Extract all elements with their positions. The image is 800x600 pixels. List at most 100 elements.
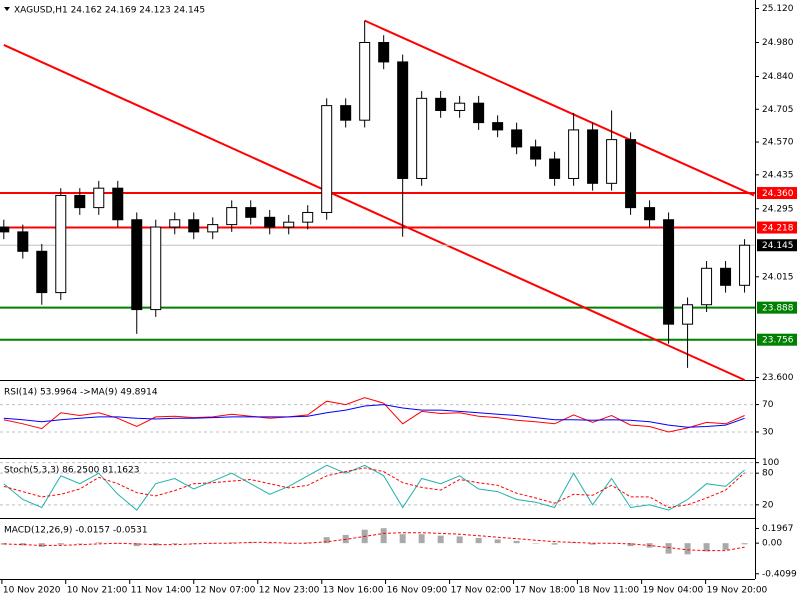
y-tick-label: 70	[762, 400, 774, 410]
panel-title: XAGUSD,H1 24.162 24.169 24.123 24.145	[14, 6, 205, 16]
x-tick-label: 17 Nov 02:00	[451, 586, 512, 596]
candle-body	[473, 102, 485, 124]
macd-bar	[456, 536, 463, 544]
candle-body	[55, 194, 67, 294]
macd-bar	[19, 543, 26, 546]
macd-bar	[741, 543, 748, 545]
macd-bar	[304, 542, 311, 544]
macd-bar	[228, 542, 235, 544]
panel-title: Stoch(5,3,3) 86.2500 81.1623	[4, 466, 139, 476]
level-label: 23.888	[762, 304, 794, 314]
x-tick-label: 18 Nov 11:00	[578, 586, 639, 596]
y-tick-label: 100	[762, 458, 779, 468]
frame	[0, 0, 756, 580]
level-label-box	[757, 221, 797, 234]
candle-body	[188, 219, 200, 233]
candle-body	[36, 250, 48, 294]
x-tick-label: 19 Nov 20:00	[707, 586, 768, 596]
x-tick-label: 12 Nov 23:00	[259, 586, 320, 596]
candle-body	[587, 129, 599, 184]
macd-bar	[722, 543, 729, 550]
candle-body	[264, 216, 276, 228]
candle-body	[359, 41, 371, 121]
candle-body	[454, 102, 466, 111]
candle-body	[226, 207, 238, 226]
y-tick-label: 30	[762, 427, 774, 437]
x-tick-label: 13 Nov 16:00	[323, 586, 384, 596]
last-price-box	[757, 239, 797, 252]
y-tick-label: 24.705	[762, 105, 794, 115]
macd-bar	[475, 537, 482, 544]
symbol-menu-arrow[interactable]	[4, 7, 10, 11]
panel-title: RSI(14) 53.9964 ->MA(9) 49.8914	[4, 388, 158, 398]
indicator-line	[3, 532, 745, 552]
candle-body	[416, 97, 428, 179]
x-tick-label: 16 Nov 09:00	[387, 586, 448, 596]
candle-body	[150, 226, 162, 311]
macd-bar	[209, 543, 216, 544]
y-tick-label: 23.600	[762, 373, 794, 383]
candle-body	[606, 139, 618, 184]
macd-bar	[684, 543, 691, 555]
candle-body	[283, 221, 295, 228]
y-tick-label: 80	[762, 469, 774, 479]
macd-bar	[95, 542, 102, 544]
macd-bar	[532, 543, 539, 544]
macd-bar	[418, 534, 425, 544]
candle-body	[340, 105, 352, 121]
level-label: 23.756	[762, 336, 794, 346]
macd-bar	[133, 543, 140, 547]
panel-title: MACD(12,26,9) -0.0157 -0.0531	[4, 526, 148, 536]
candle-body	[93, 187, 105, 209]
y-tick-label: 24.295	[762, 204, 794, 214]
trend-line	[3, 44, 745, 381]
x-tick-label: 17 Nov 18:00	[515, 586, 576, 596]
candle-body	[492, 122, 504, 131]
x-tick-label: 10 Nov 2020	[3, 586, 61, 596]
candle-body	[0, 226, 10, 233]
y-tick-label: 24.980	[762, 38, 794, 48]
candle-body	[644, 207, 656, 221]
y-tick-label: 0.00	[762, 539, 782, 549]
level-label: 24.218	[762, 224, 794, 234]
indicator-line	[3, 464, 745, 511]
macd-bar	[589, 543, 596, 545]
macd-bar	[171, 543, 178, 544]
y-tick-label: 25.120	[762, 4, 794, 14]
x-tick-label: 11 Nov 14:00	[131, 586, 192, 596]
candle-body	[625, 139, 637, 209]
candle-body	[549, 158, 561, 179]
macd-bar	[0, 543, 7, 545]
candle-body	[663, 219, 675, 325]
macd-bar	[703, 543, 710, 552]
macd-bar	[114, 543, 121, 544]
macd-bar	[380, 528, 387, 544]
y-tick-label: 24.015	[762, 272, 794, 282]
level-label: 24.360	[762, 189, 794, 199]
macd-bar	[513, 540, 520, 544]
candle-body	[17, 231, 29, 252]
candle-body	[435, 97, 447, 111]
candle-body	[245, 207, 257, 218]
y-tick-label: 24.840	[762, 72, 794, 82]
candle-body	[739, 244, 751, 286]
macd-bar	[399, 534, 406, 544]
y-tick-label: -0.4099	[762, 569, 797, 579]
y-tick-label: 24.570	[762, 138, 794, 148]
candle-body	[568, 129, 580, 179]
macd-bar	[266, 543, 273, 544]
candle-body	[169, 219, 181, 228]
macd-bar	[437, 535, 444, 544]
macd-bar	[494, 539, 501, 544]
candle-body	[530, 146, 542, 160]
level-label-box	[757, 333, 797, 346]
x-tick-label: 12 Nov 07:00	[195, 586, 256, 596]
macd-bar	[76, 543, 83, 544]
macd-bar	[608, 543, 615, 544]
level-label-box	[757, 187, 797, 200]
y-tick-label: 20	[762, 500, 774, 510]
candle-body	[74, 194, 86, 209]
candle-body	[131, 219, 143, 311]
candle-body	[112, 187, 124, 221]
